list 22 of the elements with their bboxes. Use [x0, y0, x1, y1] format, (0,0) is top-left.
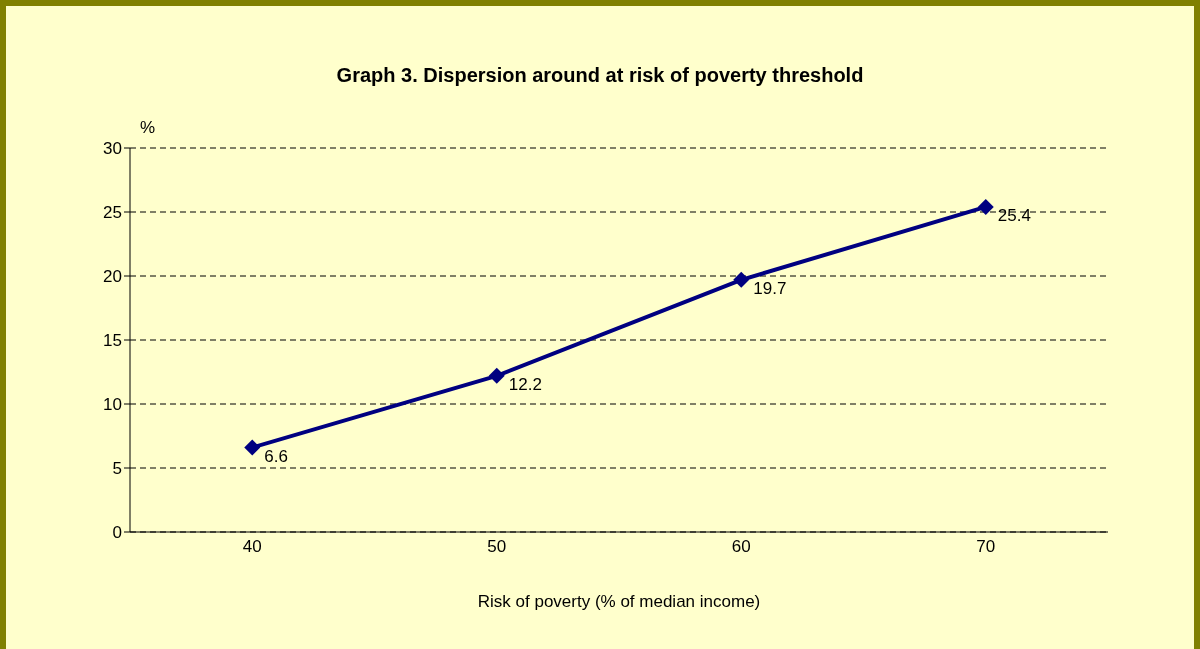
- y-tick-label: 25: [103, 203, 122, 223]
- data-label: 19.7: [753, 278, 787, 298]
- point: [977, 198, 994, 215]
- y-tick-label: 15: [103, 331, 122, 351]
- y-tick-label: 5: [112, 459, 122, 479]
- point: [244, 439, 261, 456]
- y-tick-label: 0: [112, 523, 122, 543]
- x-tick-label: 70: [976, 537, 996, 557]
- y-tick-label: 30: [103, 139, 122, 159]
- chart-title: Graph 3. Dispersion around at risk of poverty threshold: [335, 64, 865, 87]
- x-tick-label: 40: [242, 537, 262, 557]
- x-axis-title: Risk of poverty (% of median income): [476, 592, 762, 612]
- y-tick-label: 10: [103, 395, 122, 415]
- x-tick-label: 60: [731, 537, 751, 557]
- data-label: 12.2: [508, 374, 542, 394]
- data-label: 6.6: [264, 446, 288, 466]
- y-tick-label: 20: [103, 267, 122, 287]
- point: [733, 271, 750, 288]
- y-axis-title: %: [140, 118, 156, 138]
- point: [488, 367, 505, 384]
- data-label: 25.4: [997, 205, 1031, 225]
- x-tick-label: 50: [487, 537, 507, 557]
